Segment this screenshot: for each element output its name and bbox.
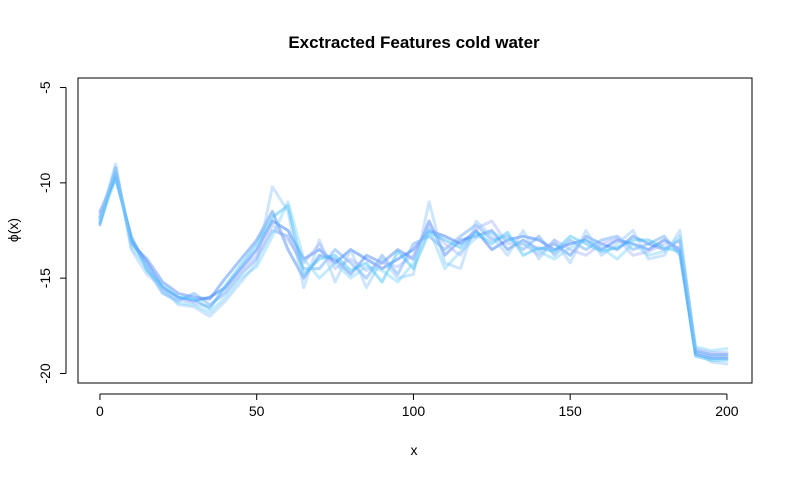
series-line-1 — [98, 171, 729, 360]
series-line-6 — [98, 175, 729, 362]
y-tick-label: -10 — [37, 173, 53, 193]
series-line-5 — [98, 169, 729, 354]
plot-area — [77, 77, 753, 384]
x-axis: 0 50 100 150 200 — [96, 393, 739, 419]
x-axis-label: x — [411, 442, 418, 458]
chart-title: Exctracted Features cold water — [288, 33, 540, 52]
y-tick-label: -20 — [37, 363, 53, 383]
x-tick-label: 100 — [402, 403, 426, 419]
y-axis: -20 -15 -10 -5 — [37, 81, 67, 384]
y-tick-label: -5 — [37, 81, 53, 94]
x-tick-label: 150 — [558, 403, 582, 419]
x-tick-label: 200 — [715, 403, 739, 419]
x-tick-label: 0 — [96, 403, 104, 419]
y-axis-label: ϕ(x) — [5, 218, 21, 242]
series-line-3 — [98, 177, 729, 358]
series-line-4 — [98, 162, 729, 366]
x-tick-label: 50 — [249, 403, 265, 419]
series-layer — [98, 162, 729, 366]
y-tick-label: -15 — [37, 268, 53, 288]
series-line-2 — [98, 166, 729, 356]
series-line-7 — [98, 168, 729, 353]
